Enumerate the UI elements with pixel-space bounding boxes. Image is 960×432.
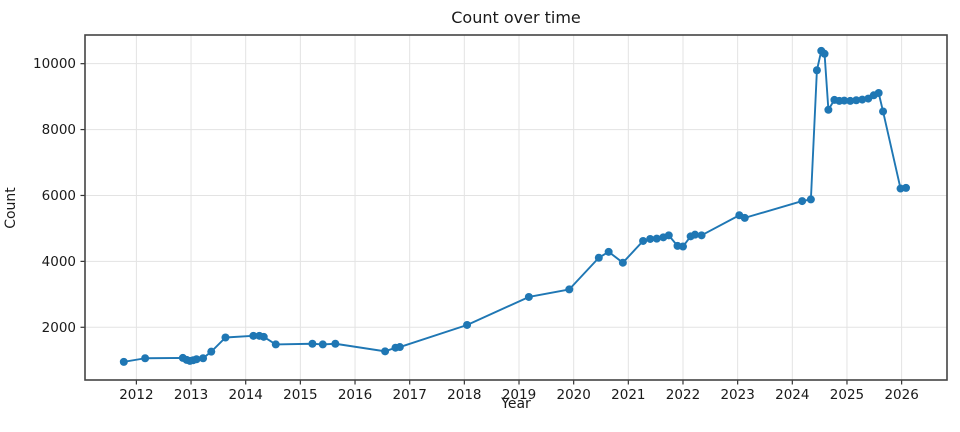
data-point-marker bbox=[395, 343, 404, 352]
data-point-marker bbox=[249, 331, 258, 340]
y-tick-label: 8000 bbox=[42, 122, 76, 138]
x-tick-label: 2026 bbox=[884, 387, 918, 403]
data-point-marker bbox=[874, 88, 883, 97]
x-tick-label: 2023 bbox=[720, 387, 754, 403]
x-tick-label: 2018 bbox=[447, 387, 481, 403]
y-axis-label: Count bbox=[3, 187, 19, 229]
data-point-marker bbox=[604, 247, 613, 256]
data-point-marker bbox=[192, 355, 201, 364]
data-point-marker bbox=[308, 339, 317, 348]
y-tick-label: 6000 bbox=[42, 188, 76, 204]
data-point-marker bbox=[199, 354, 208, 363]
x-tick-label: 2012 bbox=[119, 387, 153, 403]
chart-title: Count over time bbox=[451, 8, 581, 27]
x-tick-label: 2019 bbox=[502, 387, 536, 403]
x-tick-label: 2013 bbox=[174, 387, 208, 403]
data-point-marker bbox=[824, 105, 833, 114]
y-tick-label: 10000 bbox=[33, 56, 76, 72]
x-tick-label: 2016 bbox=[338, 387, 372, 403]
data-point-marker bbox=[646, 234, 655, 243]
data-point-marker bbox=[840, 96, 849, 105]
data-point-marker bbox=[639, 236, 648, 245]
data-point-marker bbox=[879, 107, 888, 116]
data-point-marker bbox=[207, 347, 216, 356]
x-tick-label: 2020 bbox=[556, 387, 590, 403]
data-point-marker bbox=[318, 340, 327, 349]
data-point-marker bbox=[618, 258, 627, 267]
data-point-marker bbox=[331, 339, 340, 348]
data-point-marker bbox=[652, 234, 661, 243]
data-point-marker bbox=[565, 285, 574, 294]
y-tick-label: 2000 bbox=[42, 320, 76, 336]
data-point-marker bbox=[678, 242, 687, 251]
x-axis-label: Year bbox=[501, 396, 531, 412]
x-tick-label: 2024 bbox=[775, 387, 809, 403]
data-point-marker bbox=[820, 49, 829, 58]
data-point-marker bbox=[259, 332, 268, 341]
plot-border bbox=[84, 34, 948, 381]
data-point-marker bbox=[141, 354, 150, 363]
data-point-marker bbox=[381, 347, 390, 356]
data-point-marker bbox=[798, 197, 807, 206]
data-point-marker bbox=[271, 340, 280, 349]
data-point-marker bbox=[664, 231, 673, 240]
data-point-marker bbox=[463, 320, 472, 329]
x-tick-label: 2017 bbox=[393, 387, 427, 403]
x-tick-label: 2014 bbox=[229, 387, 263, 403]
data-point-marker bbox=[852, 96, 861, 105]
x-tick-label: 2015 bbox=[283, 387, 317, 403]
data-point-marker bbox=[691, 230, 700, 239]
data-point-marker bbox=[524, 292, 533, 301]
data-point-marker bbox=[806, 195, 815, 204]
data-point-marker bbox=[846, 96, 855, 105]
data-point-marker bbox=[119, 357, 128, 366]
y-tick-label: 4000 bbox=[42, 254, 76, 270]
x-tick-label: 2022 bbox=[666, 387, 700, 403]
x-tick-label: 2021 bbox=[611, 387, 645, 403]
data-point-marker bbox=[858, 95, 867, 104]
data-point-marker bbox=[697, 231, 706, 240]
data-point-marker bbox=[221, 333, 230, 342]
data-point-marker bbox=[594, 253, 603, 262]
data-point-marker bbox=[902, 183, 910, 192]
data-point-marker bbox=[740, 213, 749, 222]
data-point-marker bbox=[812, 66, 821, 75]
x-tick-label: 2025 bbox=[830, 387, 864, 403]
data-line bbox=[122, 49, 907, 363]
